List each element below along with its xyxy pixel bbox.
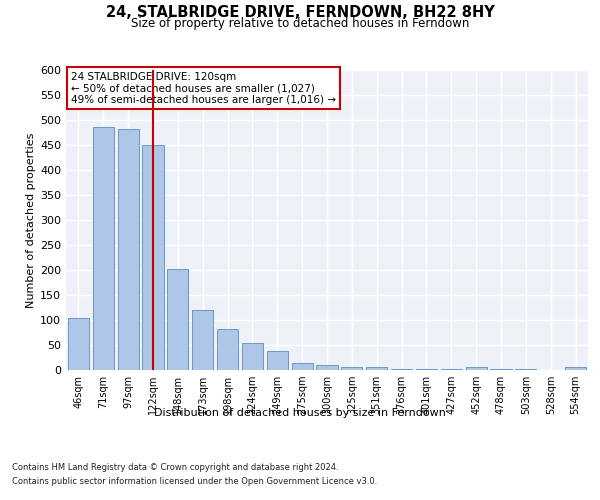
Text: Distribution of detached houses by size in Ferndown: Distribution of detached houses by size … bbox=[154, 408, 446, 418]
Text: 24, STALBRIDGE DRIVE, FERNDOWN, BH22 8HY: 24, STALBRIDGE DRIVE, FERNDOWN, BH22 8HY bbox=[106, 5, 494, 20]
Bar bbox=[167, 269, 188, 370]
Bar bbox=[68, 318, 89, 370]
Text: Contains public sector information licensed under the Open Government Licence v3: Contains public sector information licen… bbox=[12, 478, 377, 486]
Bar bbox=[366, 366, 387, 370]
Bar bbox=[466, 367, 487, 370]
Bar bbox=[416, 368, 437, 370]
Bar bbox=[316, 365, 338, 370]
Bar bbox=[217, 329, 238, 370]
Y-axis label: Number of detached properties: Number of detached properties bbox=[26, 132, 36, 308]
Bar bbox=[490, 368, 512, 370]
Bar bbox=[341, 366, 362, 370]
Bar bbox=[192, 310, 213, 370]
Bar bbox=[93, 126, 114, 370]
Bar bbox=[515, 369, 536, 370]
Text: 24 STALBRIDGE DRIVE: 120sqm
← 50% of detached houses are smaller (1,027)
49% of : 24 STALBRIDGE DRIVE: 120sqm ← 50% of det… bbox=[71, 72, 336, 104]
Text: Size of property relative to detached houses in Ferndown: Size of property relative to detached ho… bbox=[131, 18, 469, 30]
Bar bbox=[142, 144, 164, 370]
Bar bbox=[242, 342, 263, 370]
Bar bbox=[118, 128, 139, 370]
Bar bbox=[391, 368, 412, 370]
Bar bbox=[267, 351, 288, 370]
Text: Contains HM Land Registry data © Crown copyright and database right 2024.: Contains HM Land Registry data © Crown c… bbox=[12, 462, 338, 471]
Bar bbox=[292, 362, 313, 370]
Bar bbox=[565, 367, 586, 370]
Bar bbox=[441, 368, 462, 370]
